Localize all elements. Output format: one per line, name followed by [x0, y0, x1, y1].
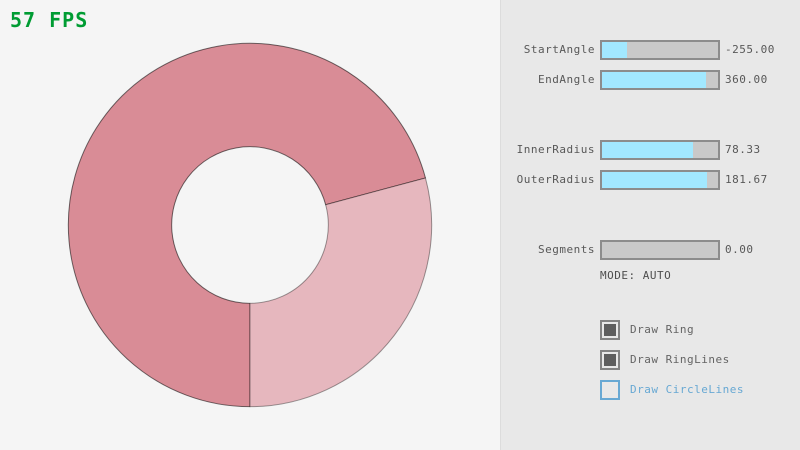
check-row-draw-ring: Draw Ring [501, 320, 800, 340]
end-angle-slider[interactable] [600, 70, 720, 90]
ring-canvas [67, 42, 433, 408]
fps-counter: 57 FPS [10, 8, 89, 32]
slider-value: -255.00 [725, 43, 775, 56]
slider-value: 78.33 [725, 143, 761, 156]
slider-label: InnerRadius [516, 143, 595, 156]
inner-radius-slider[interactable] [600, 140, 720, 160]
slider-fill [602, 142, 693, 158]
checkbox-label: Draw CircleLines [630, 383, 744, 396]
slider-value: 0.00 [725, 243, 754, 256]
ring-segment-light [249, 177, 433, 408]
check-mark [604, 354, 616, 366]
segments-slider[interactable] [600, 240, 720, 260]
draw-ring-checkbox[interactable] [600, 320, 620, 340]
slider-fill [602, 172, 708, 188]
slider-label: StartAngle [523, 43, 595, 56]
start-angle-slider[interactable] [600, 40, 720, 60]
segments-mode-text: MODE: AUTO [600, 269, 672, 282]
checkbox-label: Draw RingLines [630, 353, 730, 366]
ring-segment-dark [67, 42, 427, 408]
slider-fill [602, 72, 707, 88]
draw-ringlines-checkbox[interactable] [600, 350, 620, 370]
checkbox-label: Draw Ring [630, 323, 695, 336]
draw-circlelines-checkbox[interactable] [600, 380, 620, 400]
slider-row-segments: Segments 0.00 [501, 240, 800, 260]
check-row-draw-circlelines: Draw CircleLines [501, 380, 800, 400]
slider-row-start-angle: StartAngle -255.00 [501, 40, 800, 60]
slider-row-end-angle: EndAngle 360.00 [501, 70, 800, 90]
slider-fill [602, 42, 628, 58]
slider-label: Segments [538, 243, 595, 256]
control-panel: StartAngle -255.00 EndAngle 360.00 Inner… [500, 0, 800, 450]
slider-label: EndAngle [538, 73, 595, 86]
check-row-draw-ringlines: Draw RingLines [501, 350, 800, 370]
slider-label: OuterRadius [516, 173, 595, 186]
slider-row-inner-radius: InnerRadius 78.33 [501, 140, 800, 160]
slider-value: 360.00 [725, 73, 768, 86]
slider-value: 181.67 [725, 173, 768, 186]
check-mark [604, 324, 616, 336]
slider-row-outer-radius: OuterRadius 181.67 [501, 170, 800, 190]
outer-radius-slider[interactable] [600, 170, 720, 190]
